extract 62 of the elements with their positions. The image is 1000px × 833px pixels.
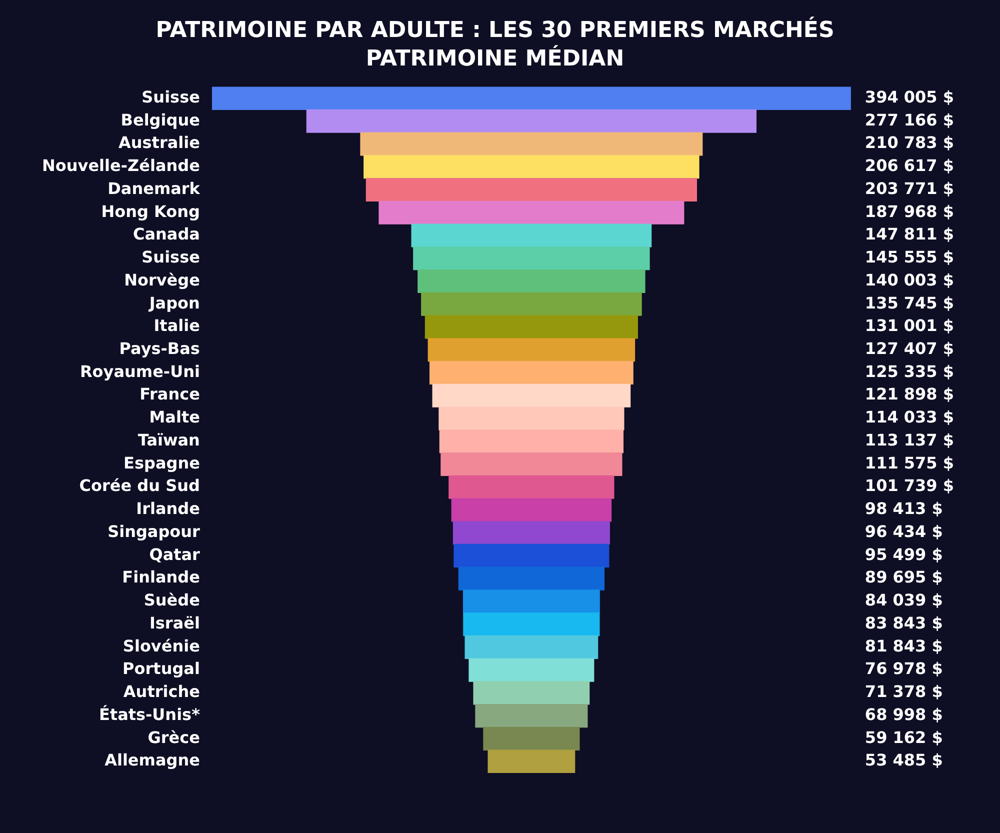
category-label: Autriche <box>123 682 200 702</box>
category-label: Italie <box>154 316 200 336</box>
category-label: Espagne <box>124 453 200 472</box>
data-label: 145 555 $ <box>864 248 954 267</box>
category-label: Corée du Sud <box>79 476 200 496</box>
category-label: Slovénie <box>122 636 200 656</box>
data-label: 59 162 $ <box>864 728 943 747</box>
category-label: Australie <box>118 133 200 152</box>
category-label: Danemark <box>108 178 200 198</box>
data-label: 111 575 $ <box>864 453 954 472</box>
data-label: 98 413 $ <box>864 499 943 518</box>
data-label: 203 771 $ <box>864 178 954 198</box>
text: PATRIMOINE MÉDIAN <box>366 44 624 72</box>
category-label: Grèce <box>148 728 200 747</box>
category-label: Israël <box>149 613 200 632</box>
data-label: 121 898 $ <box>864 384 954 404</box>
category-label: Royaume-Uni <box>80 362 200 381</box>
category-label: Singapour <box>108 522 200 541</box>
category-label: France <box>140 384 200 404</box>
data-label: 125 335 $ <box>864 362 954 381</box>
data-label: 53 485 $ <box>864 750 943 770</box>
data-label: 101 739 $ <box>864 476 954 496</box>
category-label: États-Unis* <box>98 704 201 724</box>
data-label: 76 978 $ <box>864 659 943 678</box>
data-label: 96 434 $ <box>864 522 943 541</box>
category-label: Malte <box>149 408 200 427</box>
category-label: Qatar <box>149 544 200 564</box>
data-label: 71 378 $ <box>864 682 943 702</box>
category-label: Suisse <box>142 87 200 106</box>
data-label: 83 843 $ <box>864 613 943 632</box>
category-label: Nouvelle-Zélande <box>42 156 200 176</box>
data-label: 114 033 $ <box>864 408 954 427</box>
data-label: 394 005 $ <box>864 87 954 106</box>
data-label: 131 001 $ <box>864 316 954 336</box>
data-label: 68 998 $ <box>864 704 943 724</box>
category-label: Pays-Bas <box>119 339 200 358</box>
category-label: Finlande <box>122 568 200 587</box>
category-label: Suisse <box>142 248 200 267</box>
data-label: 84 039 $ <box>864 590 943 610</box>
data-label: 81 843 $ <box>864 636 943 656</box>
data-label: 187 968 $ <box>864 202 954 221</box>
data-label: 277 166 $ <box>864 110 954 130</box>
data-label: 135 745 $ <box>864 293 954 312</box>
category-label: Canada <box>132 224 200 244</box>
category-label: Japon <box>148 293 200 312</box>
data-label: 206 617 $ <box>864 156 954 176</box>
category-label: Portugal <box>122 659 200 678</box>
data-label: 113 137 $ <box>864 430 954 450</box>
data-label: 89 695 $ <box>864 568 943 587</box>
data-label: 147 811 $ <box>864 224 954 244</box>
category-label: Hong Kong <box>101 202 200 221</box>
data-label: 210 783 $ <box>864 133 954 152</box>
data-label: 127 407 $ <box>864 339 954 358</box>
category-label: Irlande <box>136 499 200 518</box>
data-label: 95 499 $ <box>864 544 943 564</box>
category-label: Allemagne <box>104 750 200 770</box>
category-label: Belgique <box>120 110 200 130</box>
text: PATRIMOINE PAR ADULTE : LES 30 PREMIERS MARCHÉS <box>156 16 834 43</box>
data-label: 140 003 $ <box>864 270 954 290</box>
category-label: Taïwan <box>138 430 200 450</box>
category-label: Suède <box>144 590 200 610</box>
category-label: Norvège <box>124 270 200 290</box>
